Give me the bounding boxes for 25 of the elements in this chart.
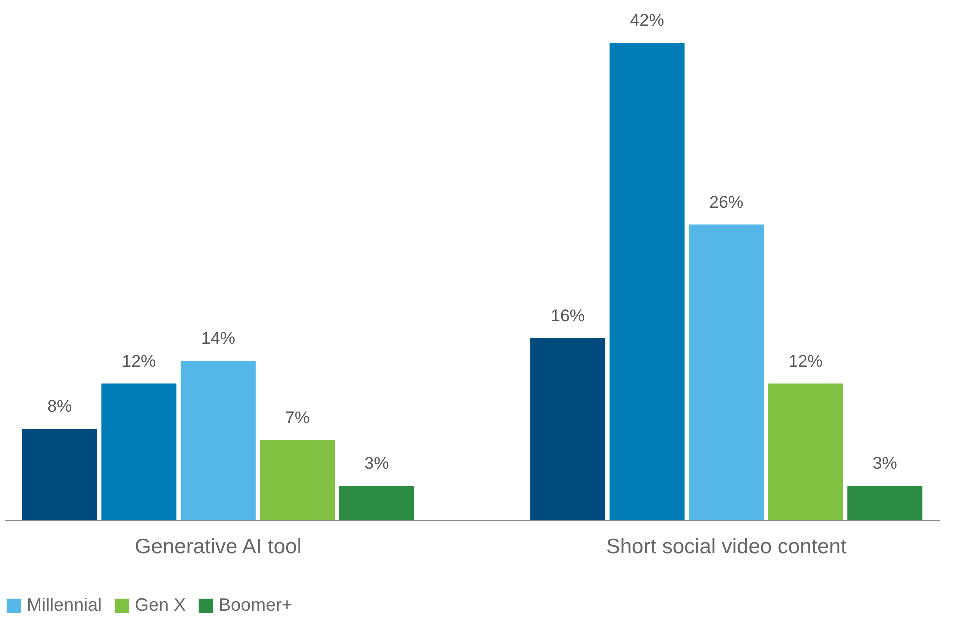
- data-label: 12%: [788, 352, 823, 371]
- data-label: 16%: [551, 306, 586, 326]
- bar: [610, 43, 685, 520]
- data-label: 3%: [364, 454, 390, 473]
- data-label: 14%: [201, 329, 236, 348]
- legend-label: Millennial: [27, 595, 102, 615]
- data-label: 3%: [872, 454, 898, 473]
- bar: [339, 486, 414, 520]
- bar: [689, 224, 764, 520]
- bar: [848, 486, 923, 520]
- bar: [22, 429, 98, 520]
- data-label: 42%: [630, 11, 664, 30]
- bar: [260, 440, 336, 520]
- legend-label: Gen X: [135, 595, 186, 615]
- bar: [768, 384, 844, 520]
- data-label: 7%: [285, 408, 310, 428]
- x-tick-label: Generative AI tool: [134, 536, 302, 558]
- bar: [180, 361, 256, 520]
- data-label: 8%: [48, 397, 72, 416]
- bar: [530, 338, 606, 520]
- x-tick-label: Short social video content: [606, 536, 847, 558]
- data-label: 12%: [122, 352, 156, 371]
- bar: [102, 384, 177, 520]
- data-label: 26%: [710, 192, 744, 212]
- legend-label: Boomer+: [219, 595, 293, 615]
